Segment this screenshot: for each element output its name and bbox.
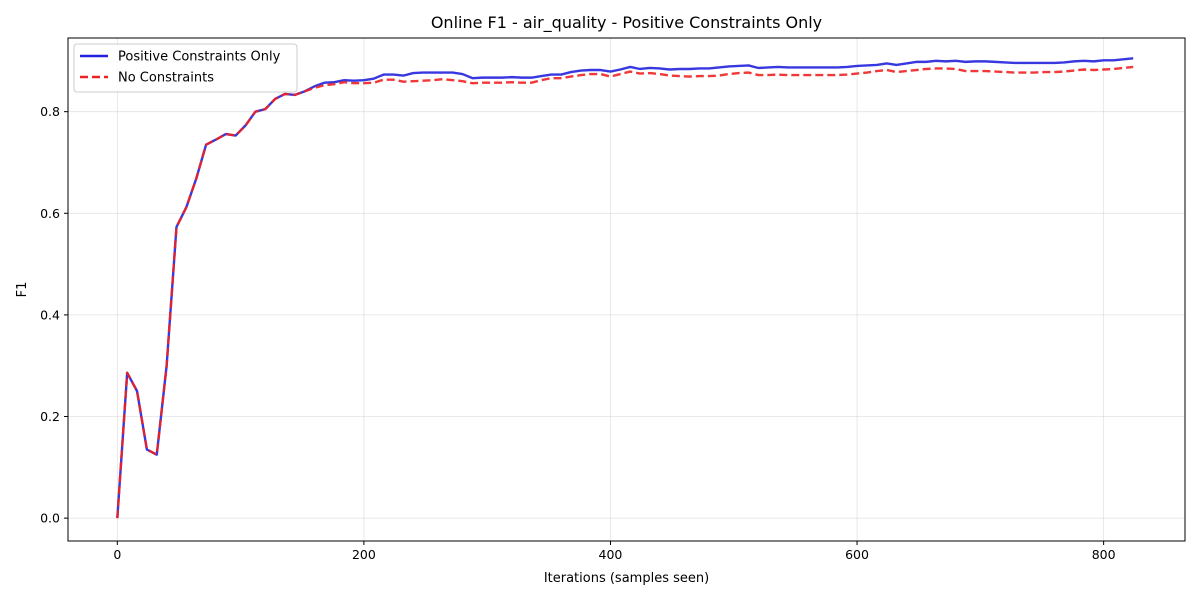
x-tick-label: 0 — [113, 547, 121, 562]
legend-box — [73, 43, 298, 93]
series-layer — [116, 57, 1134, 519]
plot-frame — [67, 37, 1186, 542]
series-line-2 — [116, 65, 1134, 519]
y-tick-label: 0.0 — [40, 511, 60, 526]
legend-label-2: No Constraints — [118, 71, 214, 86]
x-tick-label: 800 — [1092, 547, 1116, 562]
legend-label-1: Positive Constraints Only — [118, 50, 281, 65]
y-tick-label: 0.2 — [40, 409, 60, 424]
grid-lines — [68, 38, 1185, 541]
y-axis-label: F1 — [15, 282, 30, 298]
y-tick-label: 0.8 — [40, 104, 60, 119]
y-tick-label: 0.6 — [40, 206, 60, 221]
x-tick-label: 600 — [845, 547, 869, 562]
x-axis-label: Iterations (samples seen) — [544, 571, 709, 586]
chart-title: Online F1 - air_quality - Positive Const… — [431, 13, 822, 33]
x-tick-label: 200 — [352, 547, 376, 562]
axis-ticks: 0 200 400 600 800 0.0 0.2 0.4 0.6 0.8 — [40, 104, 1115, 562]
x-tick-label: 400 — [599, 547, 623, 562]
legend: Positive Constraints Only No Constraints — [73, 43, 298, 93]
y-tick-label: 0.4 — [40, 307, 60, 322]
